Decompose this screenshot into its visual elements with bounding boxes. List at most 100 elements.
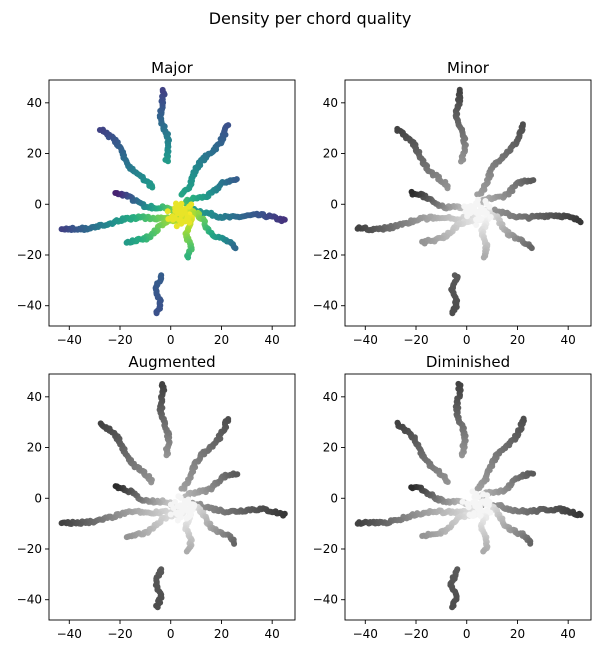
y-tick-label: 0 bbox=[330, 491, 338, 505]
scatter-point bbox=[394, 125, 401, 132]
scatter-point bbox=[408, 484, 415, 491]
y-tick-label: 20 bbox=[27, 441, 42, 455]
y-tick-label: −20 bbox=[17, 248, 42, 262]
subplot-title: Augmented bbox=[128, 353, 215, 371]
x-tick-label: −40 bbox=[353, 627, 378, 641]
scatter-point bbox=[225, 122, 232, 129]
scatter-point bbox=[408, 188, 415, 195]
scatter-point bbox=[577, 219, 584, 226]
scatter-point bbox=[470, 512, 477, 519]
axes-frame bbox=[48, 373, 296, 621]
scatter-point bbox=[394, 419, 401, 426]
scatter-point bbox=[478, 204, 485, 211]
scatter-point bbox=[123, 534, 130, 541]
x-tick-label: 40 bbox=[265, 627, 280, 641]
scatter-point bbox=[530, 177, 537, 184]
x-tick-label: 40 bbox=[561, 627, 576, 641]
scatter-point bbox=[459, 498, 466, 505]
scatter-point bbox=[281, 510, 288, 517]
y-tick-label: −40 bbox=[17, 299, 42, 313]
scatter-point bbox=[97, 420, 104, 427]
y-tick-label: 20 bbox=[323, 147, 338, 161]
scatter-point bbox=[469, 488, 476, 495]
subplot-major: Major −40 −20 0 20 40 −40 −20 0 20 40 bbox=[17, 59, 296, 347]
scatter-point bbox=[519, 121, 526, 128]
scatter-point bbox=[172, 498, 178, 505]
scatter-point bbox=[577, 512, 584, 518]
scatter-point bbox=[112, 190, 119, 196]
x-tick-label: 40 bbox=[265, 333, 280, 347]
subplot-title: Diminished bbox=[426, 353, 510, 371]
y-tick-label: 0 bbox=[34, 197, 42, 211]
scatter-point bbox=[456, 86, 463, 93]
subplot-title: Minor bbox=[447, 59, 490, 77]
scatter-point bbox=[234, 471, 241, 478]
scatter-point bbox=[123, 239, 130, 246]
scatter-point bbox=[520, 415, 527, 422]
y-tick-label: 0 bbox=[330, 197, 338, 211]
x-tick-label: 40 bbox=[561, 333, 576, 347]
scatter-points bbox=[354, 380, 584, 611]
scatter-point bbox=[233, 176, 240, 183]
scatter-point bbox=[473, 493, 479, 500]
x-tick-label: −40 bbox=[57, 627, 82, 641]
subplot-grid: Major −40 −20 0 20 40 −40 −20 0 20 40 Minor −40 −20 0 2… bbox=[17, 59, 592, 641]
scatter-point bbox=[165, 216, 172, 222]
scatter-point bbox=[472, 503, 479, 510]
scatter-point bbox=[484, 492, 491, 499]
scatter-point bbox=[177, 494, 184, 501]
y-tick-label: 40 bbox=[27, 96, 42, 110]
scatter-point bbox=[188, 201, 195, 208]
y-tick-label: −20 bbox=[313, 248, 338, 262]
scatter-point bbox=[153, 310, 160, 317]
y-tick-label: −40 bbox=[17, 593, 42, 607]
scatter-point bbox=[473, 200, 480, 207]
scatter-point bbox=[183, 548, 190, 555]
x-tick-label: 0 bbox=[167, 627, 175, 641]
x-tick-label: −40 bbox=[57, 333, 82, 347]
scatter-point bbox=[527, 540, 534, 547]
scatter-point bbox=[528, 245, 535, 252]
y-tick-label: 40 bbox=[323, 96, 338, 110]
scatter-point bbox=[174, 517, 181, 524]
scatter-point bbox=[185, 514, 192, 521]
x-tick-label: 20 bbox=[510, 627, 525, 641]
scatter-point bbox=[281, 216, 288, 223]
y-tick-label: 20 bbox=[27, 147, 42, 161]
scatter-point bbox=[487, 214, 494, 220]
scatter-point bbox=[58, 520, 65, 527]
scatter-point bbox=[449, 310, 456, 317]
scatter-point bbox=[480, 548, 487, 555]
y-tick-label: 40 bbox=[323, 390, 338, 404]
subplot-augmented: Augmented −40 −20 0 20 40 −40 −20 0 20 40 bbox=[17, 353, 296, 641]
scatter-points bbox=[354, 86, 584, 317]
scatter-point bbox=[419, 238, 426, 245]
scatter-point bbox=[172, 510, 179, 516]
scatter-point bbox=[485, 502, 492, 509]
axes-frame bbox=[344, 79, 592, 327]
x-tick-label: 20 bbox=[510, 333, 525, 347]
subplot-minor: Minor −40 −20 0 20 40 −40 −20 0 20 40 bbox=[313, 59, 592, 347]
scatter-point bbox=[463, 205, 470, 212]
scatter-point bbox=[112, 483, 119, 490]
y-tick-label: −40 bbox=[313, 299, 338, 313]
x-tick-label: −20 bbox=[107, 333, 132, 347]
y-tick-label: 20 bbox=[323, 441, 338, 455]
scatter-point bbox=[482, 198, 489, 204]
scatter-point bbox=[467, 210, 473, 217]
scatter-point bbox=[189, 506, 196, 513]
scatter-point bbox=[478, 507, 485, 514]
scatter-point bbox=[354, 520, 361, 527]
scatter-point bbox=[177, 216, 184, 223]
subplot-title: Major bbox=[151, 59, 193, 77]
scatter-points bbox=[58, 381, 288, 611]
x-tick-label: −20 bbox=[107, 627, 132, 641]
scatter-point bbox=[172, 215, 178, 222]
y-tick-label: 40 bbox=[27, 390, 42, 404]
x-tick-label: −40 bbox=[353, 333, 378, 347]
scatter-point bbox=[476, 216, 483, 223]
scatter-point bbox=[58, 226, 65, 233]
x-tick-label: −20 bbox=[403, 627, 428, 641]
scatter-point bbox=[464, 500, 471, 507]
scatter-point bbox=[178, 509, 185, 516]
